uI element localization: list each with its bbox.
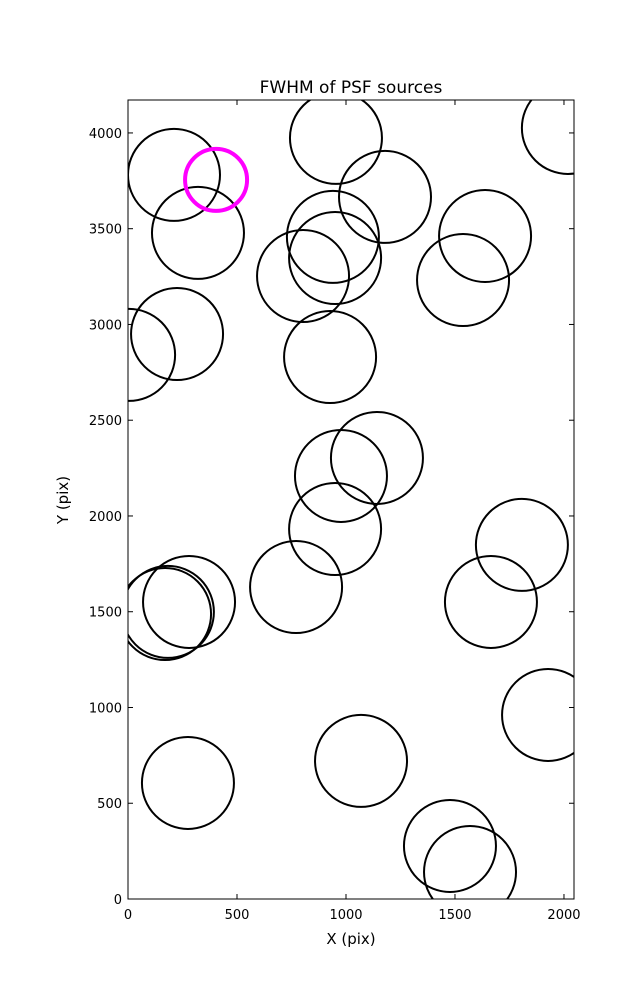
psf-circle [150, 185, 245, 280]
plot-area [128, 100, 574, 899]
y-tick-label: 3000 [89, 318, 122, 333]
psf-circle [416, 233, 511, 328]
y-tick-label: 0 [114, 893, 122, 908]
psf-circle [288, 100, 383, 185]
y-tick-label: 1000 [89, 701, 122, 716]
x-tick-label: 500 [225, 908, 250, 923]
y-tick-label: 3500 [89, 223, 122, 238]
x-tick-label: 0 [124, 908, 132, 923]
x-tick-label: 2000 [547, 908, 580, 923]
psf-circle [283, 310, 378, 405]
psf-circle [338, 149, 433, 244]
y-tick-label: 2500 [89, 414, 122, 429]
x-tick-label: 1000 [329, 908, 362, 923]
psf-circle [293, 428, 388, 523]
psf-circle [314, 713, 409, 808]
psf-circle [249, 540, 344, 635]
y-tick-label: 2000 [89, 510, 122, 525]
x-tick-label: 1500 [438, 908, 471, 923]
psf-circle [128, 567, 213, 662]
psf-circle [520, 100, 574, 175]
y-tick-label: 1500 [89, 606, 122, 621]
chart-title: FWHM of PSF sources [260, 78, 443, 98]
psf-circle [142, 554, 237, 649]
x-axis-label: X (pix) [326, 930, 375, 948]
psf-circle [288, 210, 383, 305]
y-axis-label: Y (pix) [54, 476, 72, 525]
psf-circle [288, 481, 383, 576]
psf-circle [423, 825, 518, 899]
psf-circle [438, 188, 533, 283]
psf-circle [128, 307, 177, 402]
psf-circle [443, 554, 538, 649]
psf-circle [256, 229, 351, 324]
y-tick-label: 500 [97, 797, 122, 812]
psf-circle [128, 564, 215, 659]
psf-circle [402, 798, 497, 893]
psf-circle [285, 189, 380, 284]
psf-circle [130, 287, 225, 382]
plot-frame [127, 99, 575, 900]
psf-circle [140, 735, 235, 830]
psf-circle [501, 667, 574, 762]
highlight-circle [183, 146, 250, 213]
y-tick-label: 4000 [89, 127, 122, 142]
psf-circle [474, 497, 569, 592]
psf-circle [128, 127, 221, 222]
